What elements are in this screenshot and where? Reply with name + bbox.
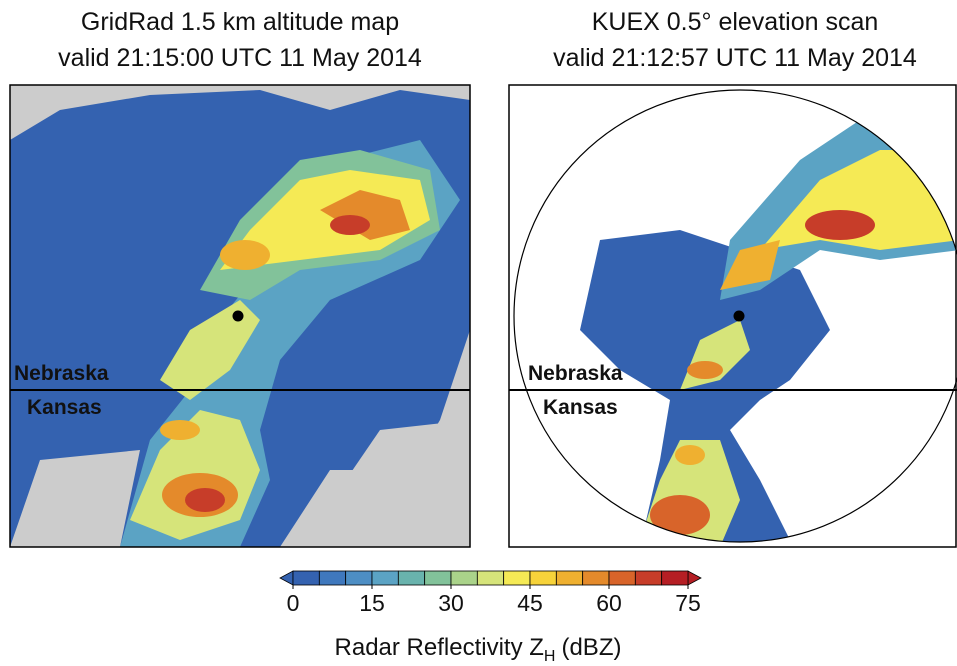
echo (675, 445, 705, 465)
echo (805, 210, 875, 240)
echo (160, 420, 200, 440)
colorbar-cell (346, 571, 372, 585)
colorbar-tick-label: 0 (287, 590, 300, 616)
colorbar-extend-high (688, 571, 701, 585)
echo (687, 361, 723, 379)
colorbar-label-sub: H (544, 648, 556, 665)
colorbar-cell (293, 571, 319, 585)
colorbar-cell (609, 571, 635, 585)
colorbar-cell (583, 571, 609, 585)
colorbar-label-unit: (dBZ) (561, 634, 621, 661)
colorbar-cell (477, 571, 503, 585)
colorbar-tick-label: 75 (675, 590, 701, 616)
colorbar-cell (530, 571, 556, 585)
colorbar-cell (425, 571, 451, 585)
colorbar-cell (556, 571, 582, 585)
echo (220, 240, 270, 270)
colorbar: 0 15 30 45 60 75 (280, 571, 701, 616)
panel-title: GridRad 1.5 km altitude map (81, 8, 399, 36)
echo (330, 215, 370, 235)
colorbar-cell (451, 571, 477, 585)
panel-subtitle: valid 21:15:00 UTC 11 May 2014 (58, 44, 422, 72)
panel-subtitle: valid 21:12:57 UTC 11 May 2014 (553, 44, 917, 72)
colorbar-cell (398, 571, 424, 585)
panel-title: KUEX 0.5° elevation scan (592, 8, 879, 36)
state-label: Kansas (27, 396, 102, 419)
figure: GridRad 1.5 km altitude map valid 21:15:… (0, 0, 957, 666)
colorbar-cell (372, 571, 398, 585)
echo (185, 488, 225, 512)
colorbar-tick-label: 60 (596, 590, 622, 616)
state-label: Nebraska (14, 362, 109, 385)
colorbar-extend-low (280, 571, 293, 585)
colorbar-tick-label: 30 (438, 590, 464, 616)
colorbar-cell (504, 571, 530, 585)
colorbar-tick-label: 45 (517, 590, 543, 616)
colorbar-cell (635, 571, 661, 585)
colorbar-cell (662, 571, 688, 585)
colorbar-tick-label: 15 (359, 590, 385, 616)
colorbar-label-text: Radar Reflectivity Z (335, 634, 544, 661)
state-label: Nebraska (528, 362, 623, 385)
radar-site (233, 311, 244, 322)
colorbar-cell (319, 571, 345, 585)
state-label: Kansas (543, 396, 618, 419)
radar-site (734, 311, 745, 322)
colorbar-label: Radar Reflectivity ZH (dBZ) (335, 634, 622, 665)
